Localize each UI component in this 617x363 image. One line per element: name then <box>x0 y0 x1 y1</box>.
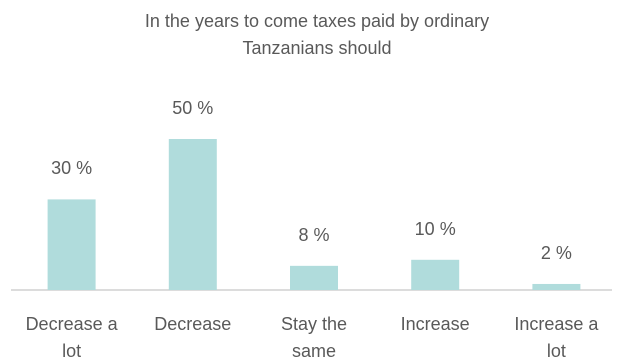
bar <box>47 199 96 290</box>
value-label: 2 % <box>540 242 572 263</box>
value-label: 50 % <box>172 98 214 118</box>
value-label: 30 % <box>51 158 93 179</box>
bar <box>532 283 581 290</box>
chart-title: In the years to come taxes paid by ordin… <box>144 11 490 58</box>
x-tick-label: Decrease a lot <box>25 314 118 361</box>
bar <box>168 139 217 290</box>
x-tick-label: Stay the same <box>280 314 348 361</box>
x-tick-label: Increase a lot <box>514 314 599 361</box>
x-tick-label: Decrease <box>154 314 232 334</box>
x-tick-label: Increase <box>400 314 470 334</box>
bar <box>290 265 338 290</box>
value-label: 10 % <box>414 218 456 239</box>
value-label: 8 % <box>298 224 330 245</box>
bar <box>411 259 460 290</box>
